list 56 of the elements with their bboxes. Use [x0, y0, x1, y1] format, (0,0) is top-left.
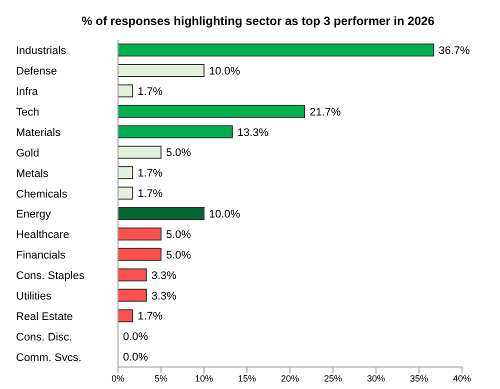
y-tick-label: Healthcare: [16, 229, 70, 242]
data-label: 1.7%: [138, 168, 163, 180]
bar: [118, 166, 134, 180]
bar: [118, 248, 162, 261]
data-label: 1.7%: [138, 188, 163, 200]
bar: [118, 44, 434, 56]
y-tick-label: Comm. Svcs.: [16, 352, 82, 364]
bar: [118, 64, 204, 77]
data-label: 13.3%: [237, 126, 269, 139]
x-tick-label: 5%: [154, 373, 168, 384]
data-label: 5.0%: [166, 249, 192, 262]
data-label: 5.0%: [166, 147, 192, 160]
x-tick-label: 15%: [238, 373, 256, 384]
bar: [118, 227, 162, 240]
data-label: 3.3%: [151, 290, 177, 302]
data-label: 36.7%: [438, 45, 470, 57]
chart-title: % of responses highlighting sector as top 3 performer in 2026: [80, 13, 436, 30]
x-tick-label: 20%: [280, 373, 300, 384]
y-tick-label: Defense: [16, 66, 57, 78]
data-label: 21.7%: [310, 106, 342, 118]
y-tick-label: Cons. Staples: [16, 270, 85, 282]
bar: [118, 125, 233, 138]
data-label: 1.7%: [138, 86, 163, 98]
data-label: 0.0%: [123, 331, 148, 344]
y-tick-label: Real Estate: [16, 310, 73, 323]
y-tick-label: Energy: [16, 208, 52, 221]
y-tick-label: Chemicals: [16, 188, 68, 200]
x-tick-label: 25%: [324, 373, 342, 384]
y-tick-label: Tech: [16, 106, 40, 119]
bar: [118, 186, 134, 200]
y-tick-label: Infra: [16, 86, 39, 98]
y-tick-label: Financials: [16, 250, 66, 262]
y-tick-label: Cons. Disc.: [16, 331, 72, 344]
bar: [118, 146, 162, 159]
bar: [118, 288, 147, 302]
bar: [118, 84, 134, 98]
x-tick-label: 0%: [111, 373, 125, 384]
y-tick-label: Materials: [16, 126, 62, 139]
bar: [118, 268, 147, 282]
y-tick-label: Industrials: [16, 45, 67, 58]
x-tick-label: 10%: [194, 373, 214, 384]
bar: [118, 207, 204, 220]
data-label: 3.3%: [151, 270, 177, 282]
y-tick-label: Gold: [16, 147, 40, 160]
data-label: 10.0%: [209, 65, 240, 78]
data-label: 10.0%: [209, 208, 240, 220]
x-tick-label: 35%: [410, 373, 428, 384]
data-label: 5.0%: [166, 228, 192, 241]
bar: [118, 104, 306, 118]
data-label: 0.0%: [123, 352, 148, 364]
x-tick-label: 40%: [452, 373, 472, 384]
x-tick-label: 30%: [366, 373, 386, 384]
y-tick-label: Metals: [16, 168, 49, 180]
bar: [118, 309, 134, 322]
data-label: 1.7%: [138, 310, 163, 323]
y-tick-label: Utilities: [16, 290, 52, 302]
